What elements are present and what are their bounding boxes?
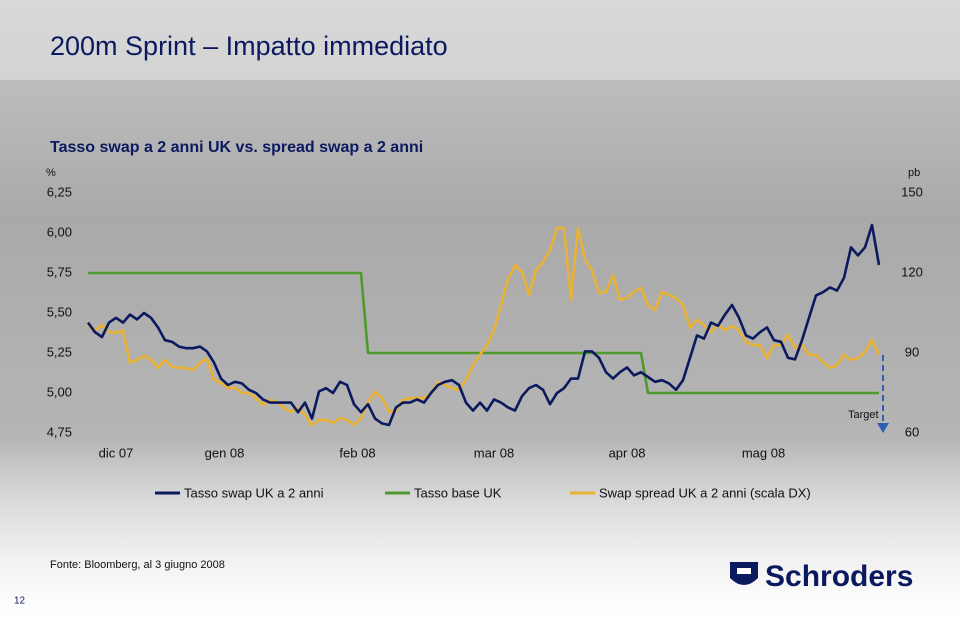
series-line — [88, 271, 879, 395]
subtitle: Tasso swap a 2 anni UK vs. spread swap a… — [50, 139, 423, 156]
logo: Schroders — [765, 560, 913, 593]
y-tick-label: 6,00 — [47, 224, 72, 239]
y-tick-label: 5,75 — [47, 264, 72, 279]
annotation: Target — [848, 409, 879, 421]
x-tick-label: gen 08 — [205, 445, 245, 460]
y2-tick-label: 150 — [901, 184, 923, 199]
y2-tick-label: 90 — [905, 344, 919, 359]
x-tick-label: mar 08 — [474, 445, 514, 460]
page-number: 12 — [14, 596, 26, 607]
title: 200m Sprint – Impatto immediato — [50, 31, 448, 61]
legend-label: Tasso base UK — [414, 485, 502, 500]
series-line — [87, 226, 881, 427]
legend-label: Tasso swap UK a 2 anni — [184, 485, 324, 500]
target-arrowhead — [877, 423, 889, 433]
legend-label: Swap spread UK a 2 anni (scala DX) — [599, 485, 811, 500]
x-tick-label: feb 08 — [339, 445, 375, 460]
y-tick-label: 5,25 — [47, 344, 72, 359]
title-band — [0, 0, 960, 80]
y2-tick-label: 60 — [905, 424, 919, 439]
y-tick-label: 5,00 — [47, 384, 72, 399]
series-line — [86, 223, 881, 427]
y-tick-label: 6,25 — [47, 184, 72, 199]
y-axis-label: % — [46, 167, 56, 179]
x-tick-label: dic 07 — [99, 445, 134, 460]
source: Fonte: Bloomberg, al 3 giugno 2008 — [50, 559, 225, 571]
x-tick-label: apr 08 — [609, 445, 646, 460]
y-tick-label: 5,50 — [47, 304, 72, 319]
logo-crest — [730, 562, 758, 585]
y2-tick-label: 120 — [901, 264, 923, 279]
background-fade — [0, 440, 960, 618]
y2-axis-label: pb — [908, 167, 920, 179]
y-tick-label: 4,75 — [47, 424, 72, 439]
x-tick-label: mag 08 — [742, 445, 785, 460]
